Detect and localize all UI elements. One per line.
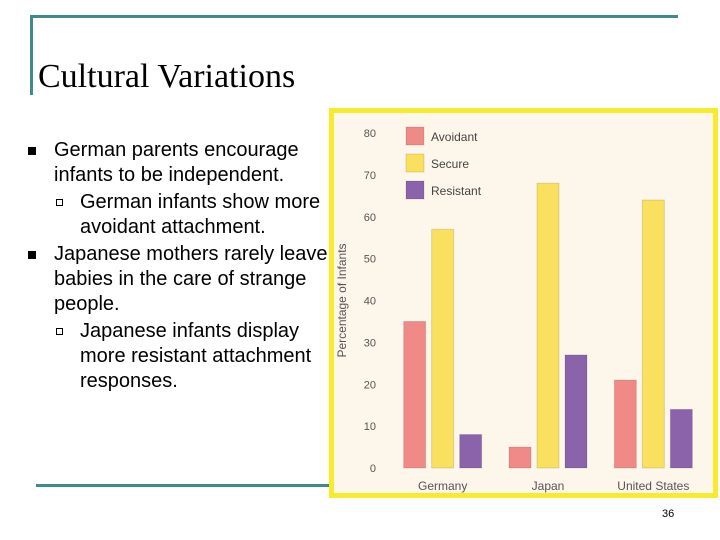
frame-left-rule xyxy=(30,15,33,95)
legend-swatch-resistant xyxy=(405,180,425,200)
bullet-text: Japanese mothers rarely leave babies in … xyxy=(54,243,328,315)
y-tick-label: 20 xyxy=(364,379,376,391)
sub-bullet-text: German infants show more avoidant attach… xyxy=(80,191,321,238)
sub-bullet-item: Japanese infants display more resistant … xyxy=(28,319,328,394)
bullet-item: Japanese mothers rarely leave babies in … xyxy=(28,242,328,317)
y-tick-label: 60 xyxy=(364,212,376,224)
legend-swatch-avoidant xyxy=(405,126,425,146)
x-tick-label: United States xyxy=(617,479,689,493)
legend-swatch-secure xyxy=(405,153,425,173)
y-tick-label: 40 xyxy=(364,296,376,308)
bar-avoidant-germany xyxy=(403,320,427,469)
square-bullet-icon xyxy=(28,251,36,259)
hollow-square-bullet-icon xyxy=(56,199,63,206)
bar-avoidant-united-states xyxy=(613,379,637,469)
bar-secure-germany xyxy=(431,228,455,469)
y-tick-label: 0 xyxy=(370,463,376,475)
hollow-square-bullet-icon xyxy=(56,328,63,335)
bullet-item: German parents encourage infants to be i… xyxy=(28,138,328,188)
y-tick-label: 80 xyxy=(364,128,376,140)
bar-secure-united-states xyxy=(641,199,665,469)
square-bullet-icon xyxy=(28,147,36,155)
sub-bullet-item: German infants show more avoidant attach… xyxy=(28,190,328,240)
slide-title: Cultural Variations xyxy=(38,58,296,95)
bar-secure-japan xyxy=(536,182,560,469)
y-tick-label: 30 xyxy=(364,337,376,349)
frame-top-rule xyxy=(30,15,678,18)
chart-panel: 0 10 20 30 40 50 60 70 80 Percentage of Infants Ge… xyxy=(329,108,718,498)
bullet-text: German parents encourage infants to be i… xyxy=(54,139,299,186)
y-axis-label: Percentage of Infants xyxy=(335,243,349,357)
legend-label-avoidant: Avoidant xyxy=(431,130,478,144)
y-tick-label: 50 xyxy=(364,254,376,266)
page-number: 36 xyxy=(662,508,675,520)
y-tick-label: 70 xyxy=(364,170,376,182)
legend-label-resistant: Resistant xyxy=(431,184,482,198)
x-tick-label: Japan xyxy=(532,479,565,493)
frame-bottom-rule xyxy=(36,484,336,487)
bullet-list: German parents encourage infants to be i… xyxy=(28,138,328,396)
y-tick-label: 10 xyxy=(364,421,376,433)
sub-bullet-text: Japanese infants display more resistant … xyxy=(80,320,312,392)
bar-resistant-japan xyxy=(564,354,588,469)
bar-resistant-united-states xyxy=(669,408,693,469)
x-tick-label: Germany xyxy=(418,479,467,493)
bar-avoidant-japan xyxy=(508,446,532,469)
bar-resistant-germany xyxy=(459,434,483,469)
bar-chart: 0 10 20 30 40 50 60 70 80 Percentage of Infants Ge… xyxy=(335,126,693,493)
legend-label-secure: Secure xyxy=(431,157,469,171)
